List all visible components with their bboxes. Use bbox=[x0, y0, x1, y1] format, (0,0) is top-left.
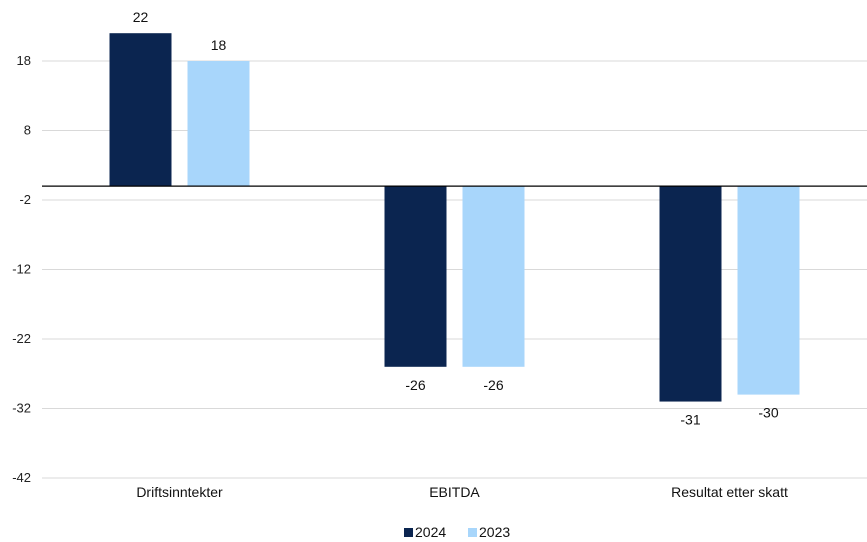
bar-2024-1 bbox=[384, 186, 447, 367]
y-axis-ticks: 18 8 -2 -12 -22 -32 -42 bbox=[12, 53, 31, 485]
data-label: 22 bbox=[133, 9, 149, 25]
y-tick-label: 18 bbox=[17, 53, 31, 68]
data-label: -26 bbox=[405, 377, 425, 393]
legend-label: 2024 bbox=[415, 524, 446, 540]
data-label: -31 bbox=[680, 412, 700, 428]
data-label: -26 bbox=[483, 377, 503, 393]
category-label: Resultat etter skatt bbox=[671, 484, 788, 500]
bar-2023-0 bbox=[187, 61, 250, 187]
bar-2023-2 bbox=[737, 186, 800, 395]
y-tick-label: 8 bbox=[24, 123, 31, 138]
legend-label: 2023 bbox=[479, 524, 510, 540]
data-labels: 22 18 -26 -26 -31 -30 bbox=[133, 9, 779, 427]
bars bbox=[109, 33, 800, 402]
y-tick-label: -2 bbox=[19, 192, 31, 207]
legend: 2024 2023 bbox=[404, 524, 510, 540]
category-label: EBITDA bbox=[429, 484, 480, 500]
category-labels: Driftsinntekter EBITDA Resultat etter skat… bbox=[136, 484, 788, 500]
y-tick-label: -32 bbox=[12, 401, 31, 416]
data-label: 18 bbox=[211, 37, 227, 53]
bar-2024-2 bbox=[659, 186, 722, 402]
category-label: Driftsinntekter bbox=[136, 484, 223, 500]
bar-2023-1 bbox=[462, 186, 525, 367]
bar-2024-0 bbox=[109, 33, 172, 187]
gridlines bbox=[42, 60, 867, 479]
legend-swatch-2023 bbox=[468, 528, 477, 537]
data-label: -30 bbox=[758, 405, 778, 421]
legend-swatch-2024 bbox=[404, 528, 413, 537]
y-tick-label: -22 bbox=[12, 331, 31, 346]
y-tick-label: -12 bbox=[12, 262, 31, 277]
y-tick-label: -42 bbox=[12, 470, 31, 485]
